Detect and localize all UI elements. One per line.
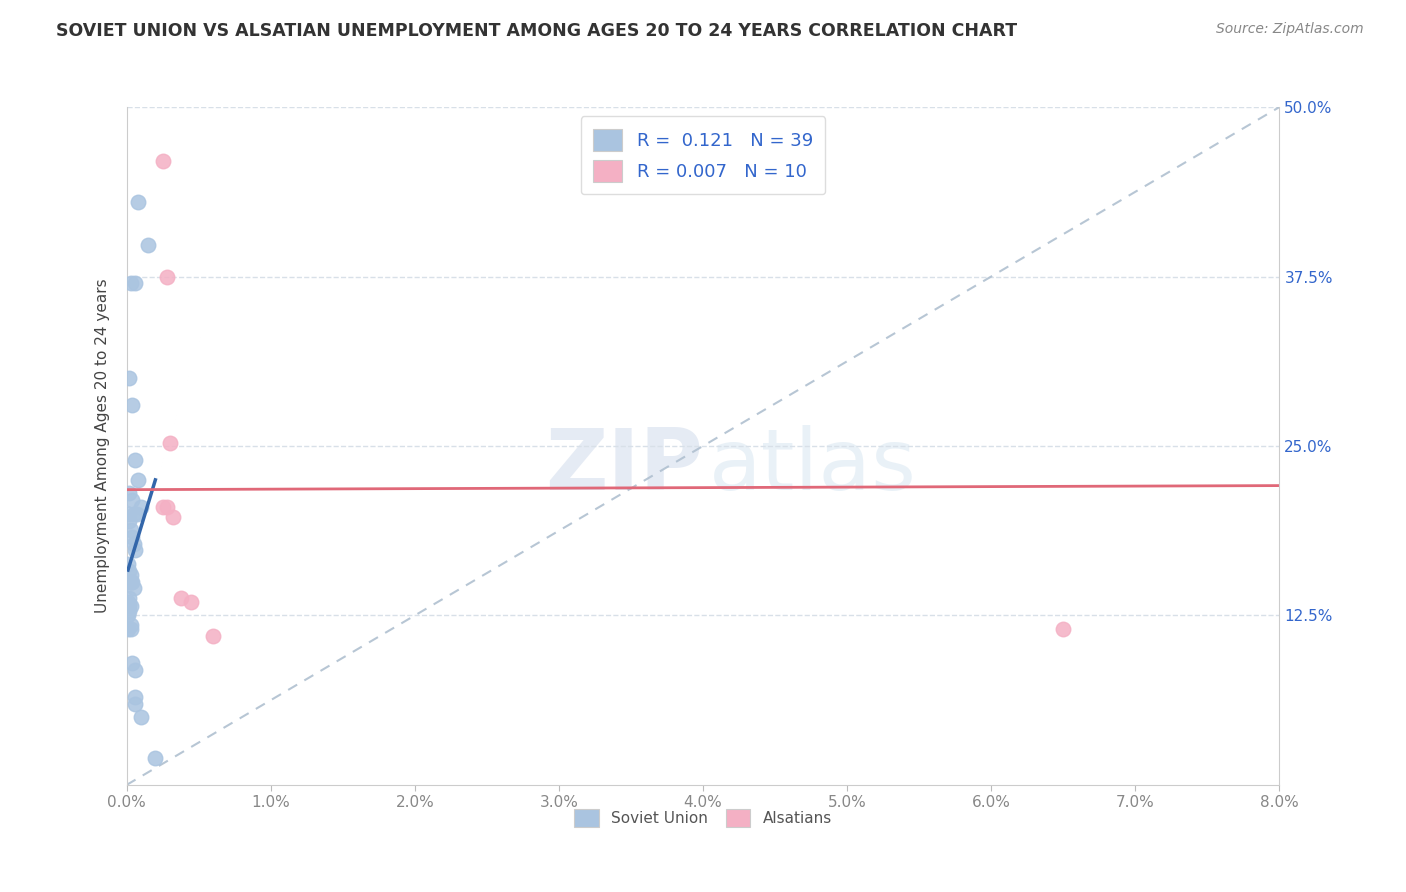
Point xyxy=(121,574,143,589)
Point xyxy=(117,608,139,623)
Legend: Soviet Union, Alsatians: Soviet Union, Alsatians xyxy=(567,801,839,835)
Point xyxy=(124,543,146,558)
Point xyxy=(162,509,184,524)
Point xyxy=(124,452,146,467)
Point xyxy=(145,751,166,765)
Text: ZIP: ZIP xyxy=(546,425,703,508)
Point xyxy=(118,371,141,385)
Text: Source: ZipAtlas.com: Source: ZipAtlas.com xyxy=(1216,22,1364,37)
Point xyxy=(127,194,149,209)
Point xyxy=(127,473,149,487)
Point xyxy=(159,436,181,450)
Point xyxy=(120,622,142,636)
Point xyxy=(122,582,145,596)
Point xyxy=(121,493,143,508)
Point xyxy=(129,500,152,514)
Point xyxy=(118,486,141,500)
Text: atlas: atlas xyxy=(709,425,917,508)
Point xyxy=(118,598,141,612)
Point xyxy=(156,500,179,514)
Point xyxy=(120,574,142,589)
Point xyxy=(202,629,225,643)
Point xyxy=(118,514,141,528)
Point xyxy=(156,269,179,284)
Y-axis label: Unemployment Among Ages 20 to 24 years: Unemployment Among Ages 20 to 24 years xyxy=(94,278,110,614)
Point xyxy=(1052,622,1074,636)
Point xyxy=(118,604,141,618)
Point xyxy=(136,238,159,252)
Point xyxy=(118,564,141,578)
Point xyxy=(117,595,139,609)
Point xyxy=(124,697,146,711)
Point xyxy=(122,507,145,521)
Point xyxy=(121,398,143,412)
Point xyxy=(124,277,146,291)
Point xyxy=(152,154,174,169)
Point xyxy=(122,536,145,550)
Text: SOVIET UNION VS ALSATIAN UNEMPLOYMENT AMONG AGES 20 TO 24 YEARS CORRELATION CHAR: SOVIET UNION VS ALSATIAN UNEMPLOYMENT AM… xyxy=(56,22,1018,40)
Point xyxy=(121,656,143,670)
Point xyxy=(120,523,142,537)
Point xyxy=(121,530,143,544)
Point xyxy=(120,277,142,291)
Point xyxy=(124,690,146,704)
Point xyxy=(120,599,142,613)
Point xyxy=(180,595,202,609)
Point xyxy=(124,663,146,677)
Point xyxy=(120,567,142,582)
Point xyxy=(117,507,139,521)
Point xyxy=(117,622,139,636)
Point xyxy=(117,557,139,571)
Point xyxy=(118,591,141,605)
Point xyxy=(152,500,174,514)
Point xyxy=(120,618,142,632)
Point xyxy=(129,710,152,724)
Point xyxy=(170,591,193,605)
Point xyxy=(125,507,148,521)
